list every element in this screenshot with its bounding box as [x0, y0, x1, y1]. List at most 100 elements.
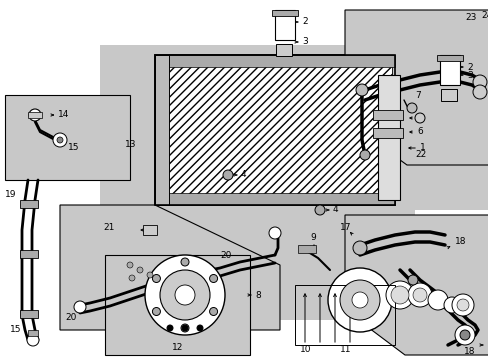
Circle shape [152, 307, 160, 315]
Text: 18: 18 [454, 238, 466, 247]
Text: 14: 14 [58, 111, 69, 120]
Circle shape [127, 262, 133, 268]
Text: 13: 13 [125, 140, 136, 149]
Circle shape [456, 299, 468, 311]
Text: 2: 2 [302, 18, 307, 27]
Bar [274, 10, 294, 40]
Circle shape [29, 109, 41, 121]
Text: 10: 10 [299, 346, 311, 355]
Polygon shape [60, 205, 280, 330]
Circle shape [27, 334, 39, 346]
Circle shape [406, 103, 416, 113]
Circle shape [181, 324, 189, 332]
Text: 1: 1 [419, 144, 425, 153]
Bar [440, 89, 456, 101]
Bar [155, 55, 394, 67]
Bar [105, 255, 249, 355]
Bar [20, 310, 38, 318]
Text: 16: 16 [349, 275, 361, 284]
Text: 24: 24 [480, 10, 488, 19]
Bar [372, 110, 402, 120]
Circle shape [152, 274, 160, 283]
Text: 8: 8 [254, 291, 260, 300]
Circle shape [472, 75, 486, 89]
Bar [271, 10, 297, 16]
Circle shape [352, 241, 366, 255]
Circle shape [351, 292, 367, 308]
Circle shape [209, 307, 217, 315]
Bar [294, 285, 394, 345]
Bar [155, 55, 394, 205]
Text: 12: 12 [172, 343, 183, 352]
Text: 2: 2 [466, 63, 472, 72]
Circle shape [412, 288, 426, 302]
Bar [155, 55, 394, 205]
Bar [155, 193, 394, 205]
Circle shape [427, 290, 447, 310]
Circle shape [181, 258, 189, 266]
Circle shape [407, 283, 431, 307]
Circle shape [385, 281, 413, 309]
Text: 6: 6 [416, 127, 422, 136]
Bar [20, 200, 38, 208]
Circle shape [53, 133, 67, 147]
Circle shape [129, 275, 135, 281]
Text: 7: 7 [414, 91, 420, 100]
Text: 23: 23 [464, 13, 475, 22]
Bar [142, 225, 157, 235]
Bar [377, 75, 399, 200]
Circle shape [223, 170, 232, 180]
Text: 11: 11 [339, 346, 351, 355]
Circle shape [327, 268, 391, 332]
Bar [28, 330, 38, 336]
Circle shape [314, 205, 325, 215]
Circle shape [459, 330, 469, 340]
Polygon shape [345, 10, 488, 165]
Text: 15: 15 [68, 144, 80, 153]
Bar [275, 44, 291, 56]
Circle shape [339, 280, 379, 320]
Text: 19: 19 [5, 190, 17, 199]
Circle shape [57, 137, 63, 143]
Polygon shape [5, 95, 130, 180]
Text: 9: 9 [309, 233, 315, 242]
Circle shape [209, 274, 217, 283]
Text: 3: 3 [302, 37, 307, 46]
Circle shape [390, 286, 408, 304]
Circle shape [74, 301, 86, 313]
Text: 18: 18 [463, 347, 474, 356]
Bar [20, 250, 38, 258]
Bar [297, 245, 315, 253]
Text: 3: 3 [466, 71, 472, 80]
Circle shape [355, 84, 367, 96]
Text: 4: 4 [332, 206, 338, 215]
Bar [28, 112, 42, 118]
Circle shape [359, 150, 369, 160]
Text: 22: 22 [414, 150, 426, 159]
Text: 4: 4 [241, 171, 246, 180]
Circle shape [268, 227, 281, 239]
Bar [436, 55, 462, 61]
Bar [372, 128, 402, 138]
Circle shape [175, 285, 195, 305]
Circle shape [147, 272, 153, 278]
Circle shape [182, 325, 187, 331]
Text: 20: 20 [65, 314, 76, 323]
Polygon shape [100, 45, 488, 320]
Text: 17: 17 [339, 224, 351, 233]
Circle shape [197, 325, 203, 331]
Circle shape [454, 325, 474, 345]
Circle shape [137, 267, 142, 273]
Text: 15: 15 [10, 325, 21, 334]
Text: 21: 21 [103, 224, 114, 233]
Circle shape [414, 113, 424, 123]
Bar [439, 55, 459, 85]
Circle shape [451, 294, 473, 316]
Text: 5: 5 [416, 113, 422, 122]
Circle shape [160, 270, 209, 320]
Polygon shape [345, 215, 488, 355]
Text: 20: 20 [220, 251, 231, 260]
Circle shape [472, 85, 486, 99]
Circle shape [443, 297, 459, 313]
Circle shape [407, 275, 417, 285]
